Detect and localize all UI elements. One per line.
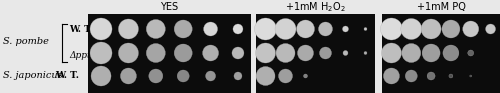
Circle shape xyxy=(278,69,292,83)
Circle shape xyxy=(276,44,295,62)
Circle shape xyxy=(468,50,473,56)
Circle shape xyxy=(470,75,472,77)
Circle shape xyxy=(320,47,332,59)
Circle shape xyxy=(146,44,166,62)
Circle shape xyxy=(298,45,314,61)
Circle shape xyxy=(486,24,496,34)
Circle shape xyxy=(364,52,367,54)
Circle shape xyxy=(401,19,422,40)
Text: W. T.: W. T. xyxy=(55,72,79,81)
Circle shape xyxy=(318,22,332,36)
Circle shape xyxy=(343,50,348,56)
Circle shape xyxy=(449,74,453,78)
Circle shape xyxy=(406,70,417,82)
Text: S. japonicus: S. japonicus xyxy=(3,72,62,81)
Text: +1mM H$_2$O$_2$: +1mM H$_2$O$_2$ xyxy=(284,0,346,14)
Circle shape xyxy=(462,21,478,37)
Text: S. pombe: S. pombe xyxy=(3,37,49,46)
Text: Δppt1: Δppt1 xyxy=(69,50,96,60)
Text: W. T.: W. T. xyxy=(69,25,93,35)
Circle shape xyxy=(256,66,275,85)
Circle shape xyxy=(384,68,400,84)
Circle shape xyxy=(234,72,242,80)
Circle shape xyxy=(296,20,314,38)
Circle shape xyxy=(91,66,111,86)
Circle shape xyxy=(90,42,112,64)
Circle shape xyxy=(304,74,308,78)
Text: +1mM PQ: +1mM PQ xyxy=(416,2,466,12)
Bar xyxy=(382,14,500,93)
Circle shape xyxy=(120,68,136,84)
Circle shape xyxy=(149,69,163,83)
Circle shape xyxy=(427,72,435,80)
Circle shape xyxy=(118,19,139,39)
Circle shape xyxy=(146,20,166,39)
Circle shape xyxy=(443,45,459,61)
Circle shape xyxy=(380,18,402,40)
Circle shape xyxy=(256,43,276,63)
Circle shape xyxy=(232,47,244,59)
Circle shape xyxy=(204,22,218,36)
Bar xyxy=(256,14,375,93)
Circle shape xyxy=(233,24,243,34)
Circle shape xyxy=(177,70,189,82)
Circle shape xyxy=(422,44,440,62)
Circle shape xyxy=(90,18,112,40)
Circle shape xyxy=(202,45,218,61)
Bar xyxy=(88,14,251,93)
Circle shape xyxy=(364,28,367,31)
Circle shape xyxy=(275,19,296,40)
Circle shape xyxy=(382,43,402,63)
Circle shape xyxy=(442,20,460,38)
Circle shape xyxy=(174,20,192,38)
Text: YES: YES xyxy=(160,2,178,12)
Circle shape xyxy=(254,18,276,40)
Circle shape xyxy=(342,26,348,32)
Circle shape xyxy=(174,44,192,62)
Circle shape xyxy=(421,19,441,39)
Circle shape xyxy=(402,44,421,62)
Circle shape xyxy=(118,43,139,63)
Circle shape xyxy=(206,71,216,81)
